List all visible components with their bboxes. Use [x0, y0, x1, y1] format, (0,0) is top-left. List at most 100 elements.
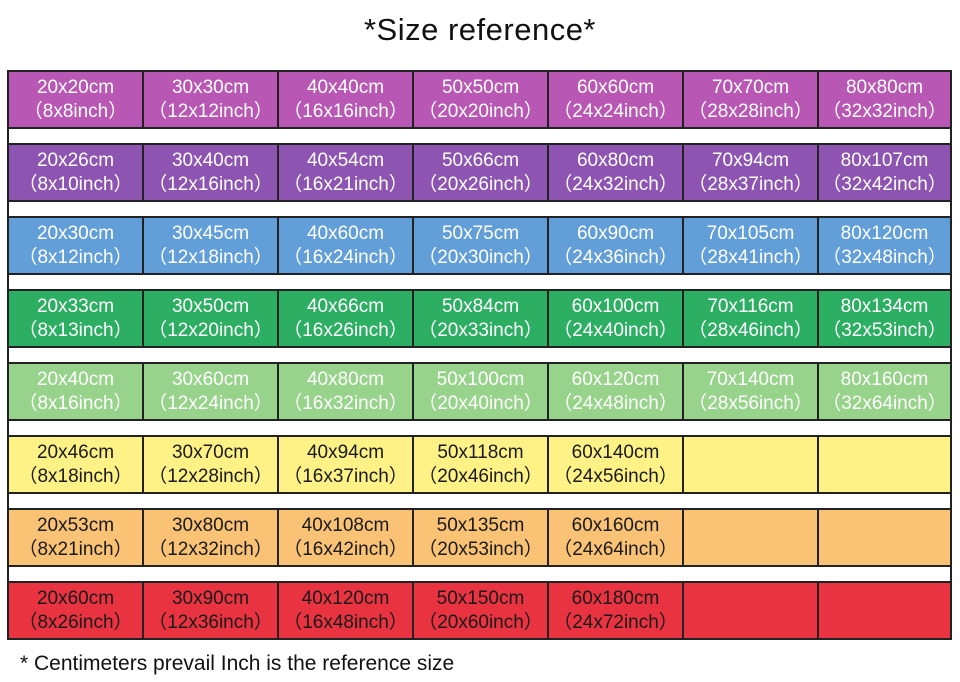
size-cell: 40x94cm （16x37inch）: [279, 437, 414, 492]
size-cell: [684, 437, 819, 492]
size-cm: 40x40cm: [306, 76, 385, 98]
size-inch: （28x56inch）: [688, 392, 813, 414]
size-cm: 70x105cm: [706, 222, 795, 244]
size-inch: （8x8inch）: [23, 100, 128, 122]
page-title: *Size reference*: [363, 12, 596, 47]
size-cm: 20x60cm: [36, 587, 115, 609]
size-inch: （24x48inch）: [553, 392, 678, 414]
size-cell: 30x80cm （12x32inch）: [144, 510, 279, 565]
size-cm: 70x70cm: [711, 76, 790, 98]
size-cell: 70x140cm （28x56inch）: [684, 364, 819, 419]
size-inch: （16x48inch）: [283, 611, 408, 633]
size-cm: 80x160cm: [840, 368, 929, 390]
size-inch: （20x26inch）: [418, 173, 543, 195]
size-inch: （24x40inch）: [553, 319, 678, 341]
size-cell: 30x30cm （12x12inch）: [144, 72, 279, 127]
size-inch: （24x36inch）: [553, 246, 678, 268]
row-divider: [7, 494, 952, 508]
size-cm: 20x30cm: [36, 222, 115, 244]
size-cell: 70x105cm （28x41inch）: [684, 218, 819, 273]
size-inch: （12x12inch）: [148, 100, 273, 122]
size-inch: （12x24inch）: [148, 392, 273, 414]
size-cell: 50x75cm （20x30inch）: [414, 218, 549, 273]
size-cell: 70x70cm （28x28inch）: [684, 72, 819, 127]
size-inch: （8x13inch）: [18, 319, 133, 341]
size-inch: （28x46inch）: [688, 319, 813, 341]
size-inch: （16x42inch）: [283, 538, 408, 560]
size-inch: （24x32inch）: [553, 173, 678, 195]
size-cell: [819, 437, 950, 492]
size-cm: 60x100cm: [571, 295, 660, 317]
size-cm: 60x60cm: [576, 76, 655, 98]
footer-note: * Centimeters prevail Inch is the refere…: [20, 652, 455, 675]
size-inch: （8x18inch）: [18, 465, 133, 487]
size-cm: 30x40cm: [171, 149, 250, 171]
size-cell: 40x66cm （16x26inch）: [279, 291, 414, 346]
size-cm: 30x45cm: [171, 222, 250, 244]
size-cm: 80x80cm: [845, 76, 924, 98]
size-cell: 70x116cm （28x46inch）: [684, 291, 819, 346]
size-cm: 60x120cm: [571, 368, 660, 390]
size-inch: （12x36inch）: [148, 611, 273, 633]
row-divider: [7, 421, 952, 435]
size-cm: 50x150cm: [436, 587, 525, 609]
size-cell: 50x135cm （20x53inch）: [414, 510, 549, 565]
size-cell: 60x120cm （24x48inch）: [549, 364, 684, 419]
size-cell: 50x118cm （20x46inch）: [414, 437, 549, 492]
row-divider: [7, 129, 952, 143]
size-cell: 20x53cm （8x21inch）: [9, 510, 144, 565]
size-cell: 30x45cm （12x18inch）: [144, 218, 279, 273]
size-inch: （32x53inch）: [822, 319, 947, 341]
size-inch: （16x26inch）: [283, 319, 408, 341]
size-cell: 40x120cm （16x48inch）: [279, 583, 414, 638]
size-cm: 50x118cm: [437, 441, 524, 463]
size-cell: 20x33cm （8x13inch）: [9, 291, 144, 346]
size-cm: 70x140cm: [706, 368, 795, 390]
size-cm: 80x120cm: [840, 222, 929, 244]
size-cell: 50x84cm （20x33inch）: [414, 291, 549, 346]
size-cell: [684, 583, 819, 638]
size-cell: 30x90cm （12x36inch）: [144, 583, 279, 638]
size-cell: 60x90cm （24x36inch）: [549, 218, 684, 273]
size-cm: 40x66cm: [306, 295, 385, 317]
size-inch: （28x28inch）: [688, 100, 813, 122]
size-cell: 40x54cm （16x21inch）: [279, 145, 414, 200]
size-cell: 70x94cm （28x37inch）: [684, 145, 819, 200]
size-cm: 50x100cm: [436, 368, 525, 390]
size-cell: 50x50cm （20x20inch）: [414, 72, 549, 127]
size-inch: （12x16inch）: [148, 173, 273, 195]
size-cm: 30x60cm: [171, 368, 250, 390]
size-cell: [819, 510, 950, 565]
size-inch: （32x42inch）: [822, 173, 947, 195]
size-cell: [684, 510, 819, 565]
size-row: 20x60cm （8x26inch） 30x90cm （12x36inch） 40x12…: [7, 581, 952, 640]
size-inch: （32x48inch）: [822, 246, 947, 268]
size-cm: 60x180cm: [571, 587, 660, 609]
size-cm: 70x116cm: [707, 295, 794, 317]
size-inch: （8x12inch）: [18, 246, 133, 268]
size-cm: 20x40cm: [36, 368, 115, 390]
size-cell: 60x140cm （24x56inch）: [549, 437, 684, 492]
size-inch: （28x37inch）: [688, 173, 813, 195]
size-cm: 20x46cm: [36, 441, 115, 463]
size-cell: 20x20cm （8x8inch）: [9, 72, 144, 127]
size-cell: 80x160cm （32x64inch）: [819, 364, 950, 419]
size-inch: （8x10inch）: [18, 173, 133, 195]
size-cm: 60x160cm: [571, 514, 660, 536]
size-cm: 40x94cm: [306, 441, 385, 463]
size-inch: （16x32inch）: [283, 392, 408, 414]
size-cm: 40x120cm: [301, 587, 390, 609]
size-inch: （20x30inch）: [418, 246, 543, 268]
size-cm: 60x80cm: [576, 149, 655, 171]
size-row: 20x20cm （8x8inch） 30x30cm （12x12inch） 40x40c…: [7, 70, 952, 129]
size-cell: 30x50cm （12x20inch）: [144, 291, 279, 346]
size-cell: 50x150cm （20x60inch）: [414, 583, 549, 638]
size-cell: 80x134cm （32x53inch）: [819, 291, 950, 346]
size-cm: 60x140cm: [571, 441, 660, 463]
size-row: 20x30cm （8x12inch） 30x45cm （12x18inch） 40x60…: [7, 216, 952, 275]
size-row: 20x53cm （8x21inch） 30x80cm （12x32inch） 40x10…: [7, 508, 952, 567]
size-inch: （16x21inch）: [283, 173, 408, 195]
size-cell: 60x60cm （24x24inch）: [549, 72, 684, 127]
size-inch: （20x60inch）: [418, 611, 543, 633]
size-cm: 50x75cm: [441, 222, 520, 244]
